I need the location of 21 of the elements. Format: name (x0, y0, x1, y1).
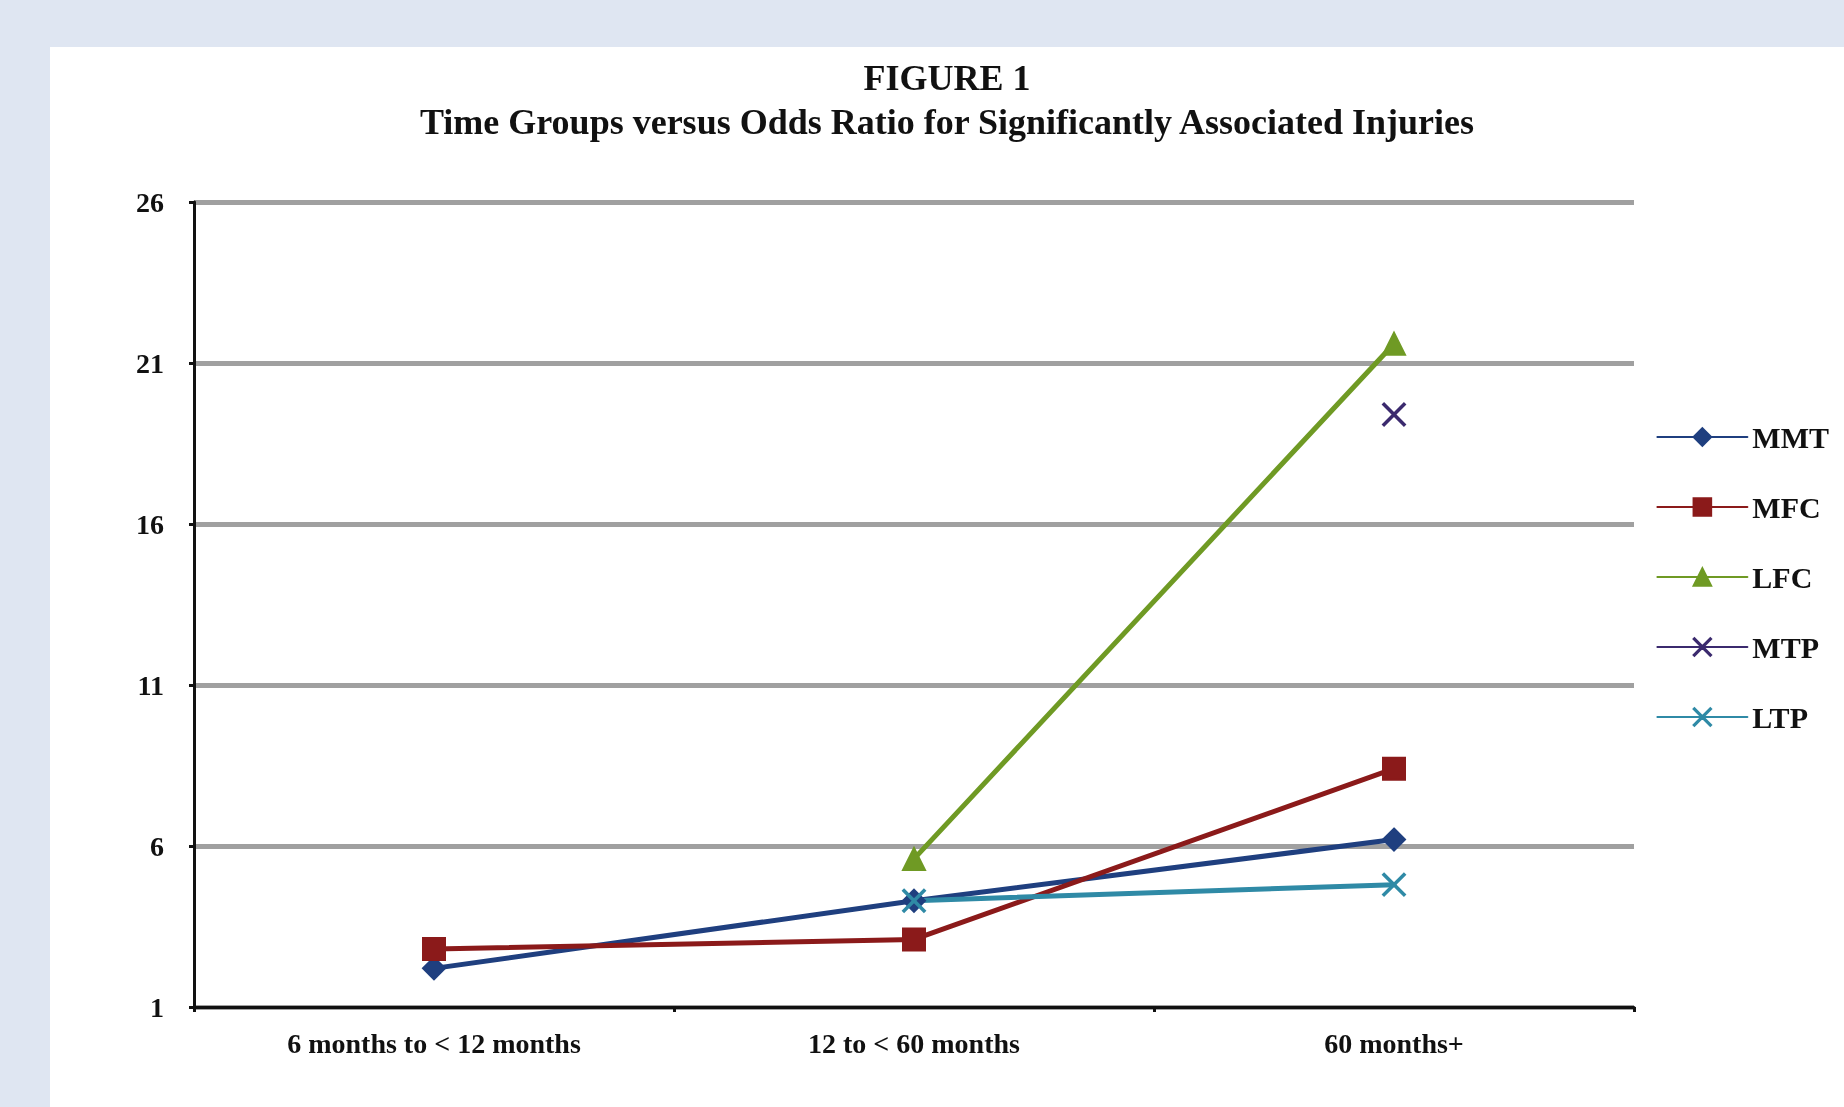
legend-label: LFC (1752, 560, 1813, 594)
chart-title: FIGURE 1 (863, 58, 1031, 98)
point (1382, 756, 1406, 781)
legend-label: MMT (1752, 420, 1829, 454)
y-tick-label: 21 (136, 347, 164, 379)
legend-label: MTP (1752, 630, 1820, 664)
y-tick-label: 26 (136, 186, 164, 218)
legend-label: LTP (1752, 700, 1808, 734)
point (1382, 827, 1406, 852)
y-tick-label: 16 (136, 508, 164, 540)
legend-label: MFC (1752, 490, 1821, 524)
point (902, 927, 926, 952)
chart-subtitle: Time Groups versus Odds Ratio for Significantly Associated Injuries (419, 102, 1475, 142)
y-tick-label: 6 (150, 830, 164, 862)
point (422, 937, 446, 962)
x-tick-label: 12 to < 60 months (808, 1027, 1021, 1059)
x-tick-label: 6 months to < 12 months (287, 1027, 581, 1059)
x-tick-label: 60 months+ (1324, 1027, 1464, 1059)
y-tick-label: 1 (150, 991, 164, 1023)
y-tick-label: 11 (137, 669, 164, 701)
point (1382, 402, 1406, 427)
